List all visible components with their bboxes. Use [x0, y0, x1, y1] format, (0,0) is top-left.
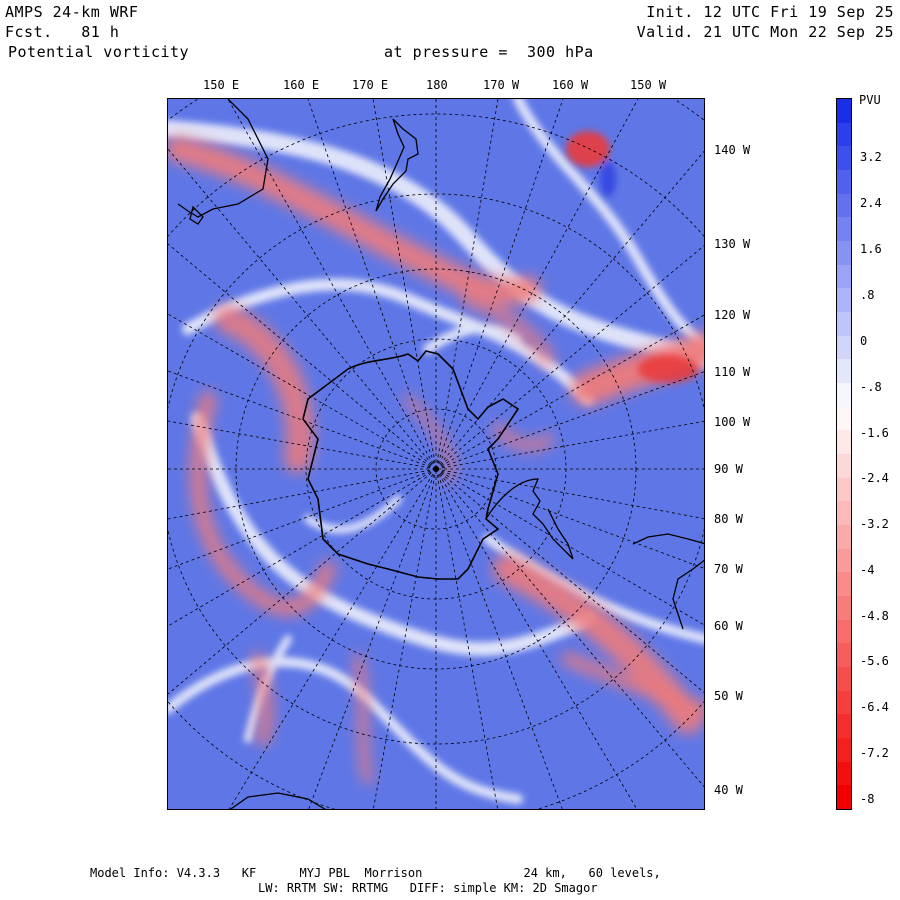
model-info-line2: LW: RRTM SW: RRTMG DIFF: simple KM: 2D S… [258, 881, 598, 895]
lon-label-170w: 170 W [483, 78, 520, 92]
pv-map-panel [167, 98, 705, 810]
colorbar-segment [837, 122, 851, 147]
colorbar-tick-label: -2.4 [860, 471, 889, 485]
lon-label-160e: 160 E [283, 78, 320, 92]
colorbar-tick-label: -8 [860, 792, 875, 806]
colorbar-segment [837, 99, 851, 124]
colorbar-segment [837, 193, 851, 218]
colorbar-tick-label: -3.2 [860, 517, 889, 531]
colorbar-segment [837, 501, 851, 526]
lon-label-150e: 150 E [203, 78, 240, 92]
colorbar-segment [837, 477, 851, 502]
pv-field-map [168, 99, 704, 809]
pressure-level: at pressure = 300 hPa [384, 43, 594, 61]
lon-label-150w: 150 W [630, 78, 667, 92]
colorbar-segment [837, 596, 851, 621]
init-time: Init. 12 UTC Fri 19 Sep 25 [646, 3, 894, 21]
lon-label-140w: 140 W [714, 143, 751, 157]
colorbar-segment [837, 146, 851, 171]
colorbar-segment [837, 217, 851, 242]
pale-filaments [168, 99, 704, 804]
colorbar-segment [837, 785, 851, 810]
lon-label-80w: 80 W [714, 512, 743, 526]
lon-label-180: 180 [426, 78, 448, 92]
pv-hotspot [566, 131, 698, 383]
colorbar-segment [837, 430, 851, 455]
africa-coastline [229, 792, 326, 809]
colorbar-segment [837, 312, 851, 337]
colorbar-segment [837, 170, 851, 195]
colorbar-tick-label: 2.4 [860, 196, 882, 210]
colorbar [836, 98, 852, 810]
colorbar-tick-label: -4.8 [860, 609, 889, 623]
lon-label-110w: 110 W [714, 365, 751, 379]
lon-label-90w: 90 W [714, 462, 743, 476]
lon-label-170e: 170 E [352, 78, 389, 92]
lon-label-50w: 50 W [714, 689, 743, 703]
lon-label-40w: 40 W [714, 783, 743, 797]
colorbar-segment [837, 690, 851, 715]
colorbar-tick-label: 1.6 [860, 242, 882, 256]
lon-label-120w: 120 W [714, 308, 751, 322]
colorbar-segment [837, 525, 851, 550]
new-zealand-coastline [375, 118, 419, 212]
tasmania-coastline [189, 205, 204, 225]
colorbar-segment [837, 241, 851, 266]
graticule [168, 99, 704, 809]
colorbar-segment [837, 667, 851, 692]
colorbar-segment [837, 738, 851, 763]
colorbar-segment [837, 572, 851, 597]
colorbar-segment [837, 619, 851, 644]
colorbar-tick-label: -4 [860, 563, 875, 577]
colorbar-segment [837, 761, 851, 786]
colorbar-segment [837, 406, 851, 431]
lon-label-70w: 70 W [714, 562, 743, 576]
colorbar-segment [837, 288, 851, 313]
model-title: AMPS 24-km WRF [5, 3, 139, 21]
south-america-coastline [632, 533, 704, 630]
lon-label-130w: 130 W [714, 237, 751, 251]
colorbar-segment [837, 335, 851, 360]
lon-label-60w: 60 W [714, 619, 743, 633]
colorbar-segment [837, 383, 851, 408]
colorbar-tick-label: 3.2 [860, 150, 882, 164]
colorbar-unit: PVU [859, 93, 881, 107]
colorbar-segment [837, 359, 851, 384]
valid-time: Valid. 21 UTC Mon 22 Sep 25 [636, 23, 894, 41]
colorbar-tick-label: -6.4 [860, 700, 889, 714]
field-name: Potential vorticity [8, 43, 190, 61]
colorbar-segment [837, 714, 851, 739]
colorbar-tick-label: -.8 [860, 380, 882, 394]
lon-label-100w: 100 W [714, 415, 751, 429]
colorbar-segment [837, 548, 851, 573]
lon-label-160w: 160 W [552, 78, 589, 92]
colorbar-tick-label: .8 [860, 288, 875, 302]
colorbar-tick-label: -5.6 [860, 654, 889, 668]
colorbar-tick-label: -1.6 [860, 426, 889, 440]
colorbar-segment [837, 264, 851, 289]
colorbar-tick-label: 0 [860, 334, 868, 348]
colorbar-segment [837, 643, 851, 668]
colorbar-segment [837, 454, 851, 479]
model-info-line1: Model Info: V4.3.3 KF MYJ PBL Morrison 2… [90, 866, 661, 880]
antarctic-peninsula [485, 478, 574, 560]
colorbar-tick-label: -7.2 [860, 746, 889, 760]
forecast-hour: Fcst. 81 h [5, 23, 120, 41]
antarctica-coastline [302, 350, 520, 580]
